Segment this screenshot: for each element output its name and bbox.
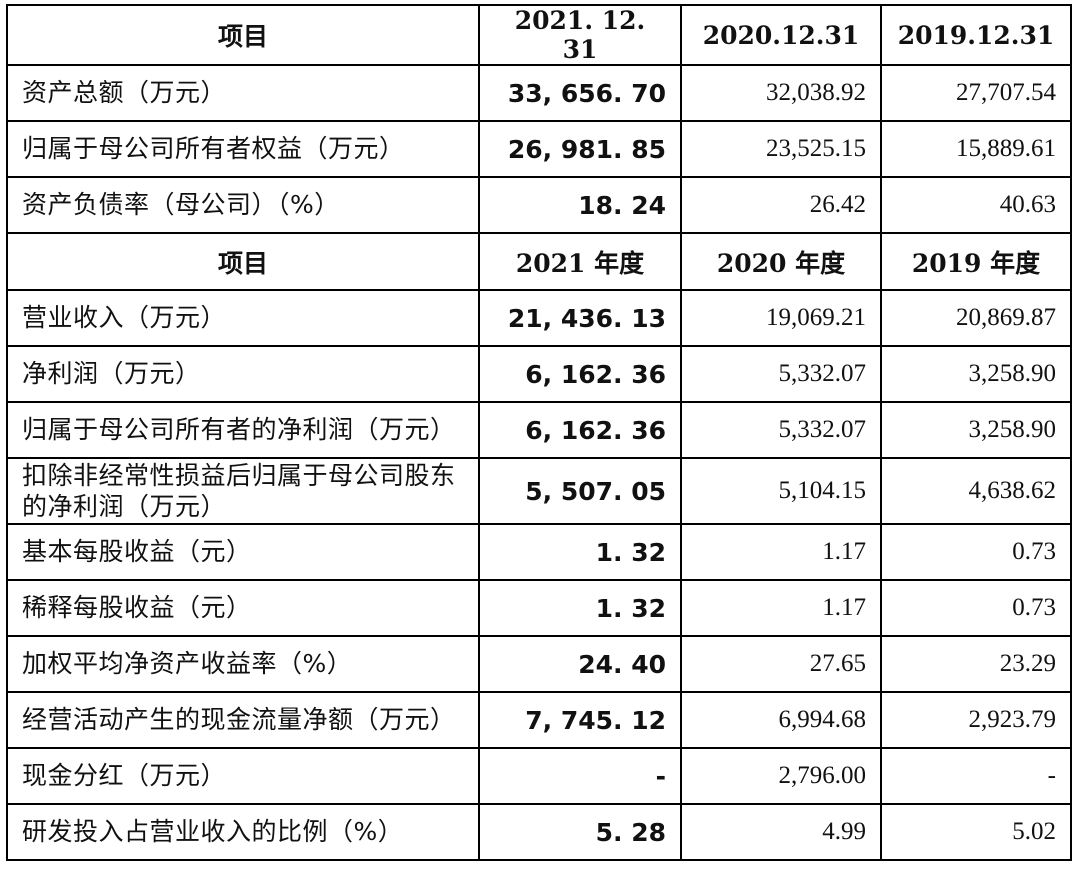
table-row: 归属于母公司所有者的净利润（万元） 6, 162. 36 5,332.07 3,… — [6, 401, 1072, 459]
value-2020: 5,332.07 — [680, 345, 882, 403]
row-label: 归属于母公司所有者权益（万元） — [6, 120, 480, 178]
value-2021: 6, 162. 36 — [478, 345, 682, 403]
header-2021: 2021. 12. 31 — [478, 4, 682, 66]
value-2019: 2,923.79 — [880, 691, 1072, 749]
value-2019: 15,889.61 — [880, 120, 1072, 178]
row-label: 基本每股收益（元） — [6, 523, 480, 581]
value-2021: 1. 32 — [478, 523, 682, 581]
value-2019: 0.73 — [880, 523, 1072, 581]
table-row: 加权平均净资产收益率（%） 24. 40 27.65 23.29 — [6, 635, 1072, 693]
value-2021: 5, 507. 05 — [478, 457, 682, 525]
value-2020: 5,332.07 — [680, 401, 882, 459]
row-label: 加权平均净资产收益率（%） — [6, 635, 480, 693]
financial-data-table: 项目 2021. 12. 31 2020.12.31 2019.12.31 资产… — [6, 4, 1072, 861]
table-row: 研发投入占营业收入的比例（%） 5. 28 4.99 5.02 — [6, 803, 1072, 861]
value-2021: 5. 28 — [478, 803, 682, 861]
value-2021: 1. 32 — [478, 579, 682, 637]
row-label: 资产负债率（母公司）（%） — [6, 176, 480, 234]
table-row: 扣除非经常性损益后归属于母公司股东的净利润（万元） 5, 507. 05 5,1… — [6, 457, 1072, 525]
header-item: 项目 — [6, 232, 480, 291]
value-2019: 27,707.54 — [880, 64, 1072, 122]
value-2020: 27.65 — [680, 635, 882, 693]
table-row: 资产总额（万元） 33, 656. 70 32,038.92 27,707.54 — [6, 64, 1072, 122]
table-row: 基本每股收益（元） 1. 32 1.17 0.73 — [6, 523, 1072, 581]
value-2020: 5,104.15 — [680, 457, 882, 525]
value-2019: 3,258.90 — [880, 345, 1072, 403]
value-2020: 2,796.00 — [680, 747, 882, 805]
value-2019: 0.73 — [880, 579, 1072, 637]
value-2021: 6, 162. 36 — [478, 401, 682, 459]
table-row: 净利润（万元） 6, 162. 36 5,332.07 3,258.90 — [6, 345, 1072, 403]
header-item: 项目 — [6, 4, 480, 66]
value-2021: - — [478, 747, 682, 805]
header-2020: 2020.12.31 — [680, 4, 882, 66]
value-2019: 40.63 — [880, 176, 1072, 234]
value-2019: 4,638.62 — [880, 457, 1072, 525]
value-2021: 7, 745. 12 — [478, 691, 682, 749]
row-label: 资产总额（万元） — [6, 64, 480, 122]
value-2021: 21, 436. 13 — [478, 289, 682, 347]
row-label: 稀释每股收益（元） — [6, 579, 480, 637]
value-2019: 23.29 — [880, 635, 1072, 693]
value-2021: 24. 40 — [478, 635, 682, 693]
income-header-row: 项目 2021 年度 2020 年度 2019 年度 — [6, 232, 1072, 291]
table-row: 稀释每股收益（元） 1. 32 1.17 0.73 — [6, 579, 1072, 637]
table-row: 归属于母公司所有者权益（万元） 26, 981. 85 23,525.15 15… — [6, 120, 1072, 178]
value-2020: 4.99 — [680, 803, 882, 861]
row-label: 现金分红（万元） — [6, 747, 480, 805]
value-2020: 23,525.15 — [680, 120, 882, 178]
value-2021: 18. 24 — [478, 176, 682, 234]
financial-table-container: 项目 2021. 12. 31 2020.12.31 2019.12.31 资产… — [6, 4, 1072, 861]
header-2019: 2019.12.31 — [880, 4, 1072, 66]
table-row: 资产负债率（母公司）（%） 18. 24 26.42 40.63 — [6, 176, 1072, 234]
value-2020: 1.17 — [680, 523, 882, 581]
row-label: 营业收入（万元） — [6, 289, 480, 347]
value-2020: 6,994.68 — [680, 691, 882, 749]
row-label: 归属于母公司所有者的净利润（万元） — [6, 401, 480, 459]
table-row: 经营活动产生的现金流量净额（万元） 7, 745. 12 6,994.68 2,… — [6, 691, 1072, 749]
value-2020: 32,038.92 — [680, 64, 882, 122]
value-2021: 26, 981. 85 — [478, 120, 682, 178]
value-2019: - — [880, 747, 1072, 805]
value-2019: 3,258.90 — [880, 401, 1072, 459]
table-row: 现金分红（万元） - 2,796.00 - — [6, 747, 1072, 805]
header-2021: 2021 年度 — [478, 232, 682, 291]
header-2019: 2019 年度 — [880, 232, 1072, 291]
row-label: 经营活动产生的现金流量净额（万元） — [6, 691, 480, 749]
balance-header-row: 项目 2021. 12. 31 2020.12.31 2019.12.31 — [6, 4, 1072, 66]
value-2020: 1.17 — [680, 579, 882, 637]
header-2020: 2020 年度 — [680, 232, 882, 291]
row-label: 研发投入占营业收入的比例（%） — [6, 803, 480, 861]
value-2020: 19,069.21 — [680, 289, 882, 347]
table-row: 营业收入（万元） 21, 436. 13 19,069.21 20,869.87 — [6, 289, 1072, 347]
row-label: 净利润（万元） — [6, 345, 480, 403]
value-2021: 33, 656. 70 — [478, 64, 682, 122]
row-label: 扣除非经常性损益后归属于母公司股东的净利润（万元） — [6, 457, 480, 525]
value-2019: 5.02 — [880, 803, 1072, 861]
value-2019: 20,869.87 — [880, 289, 1072, 347]
value-2020: 26.42 — [680, 176, 882, 234]
